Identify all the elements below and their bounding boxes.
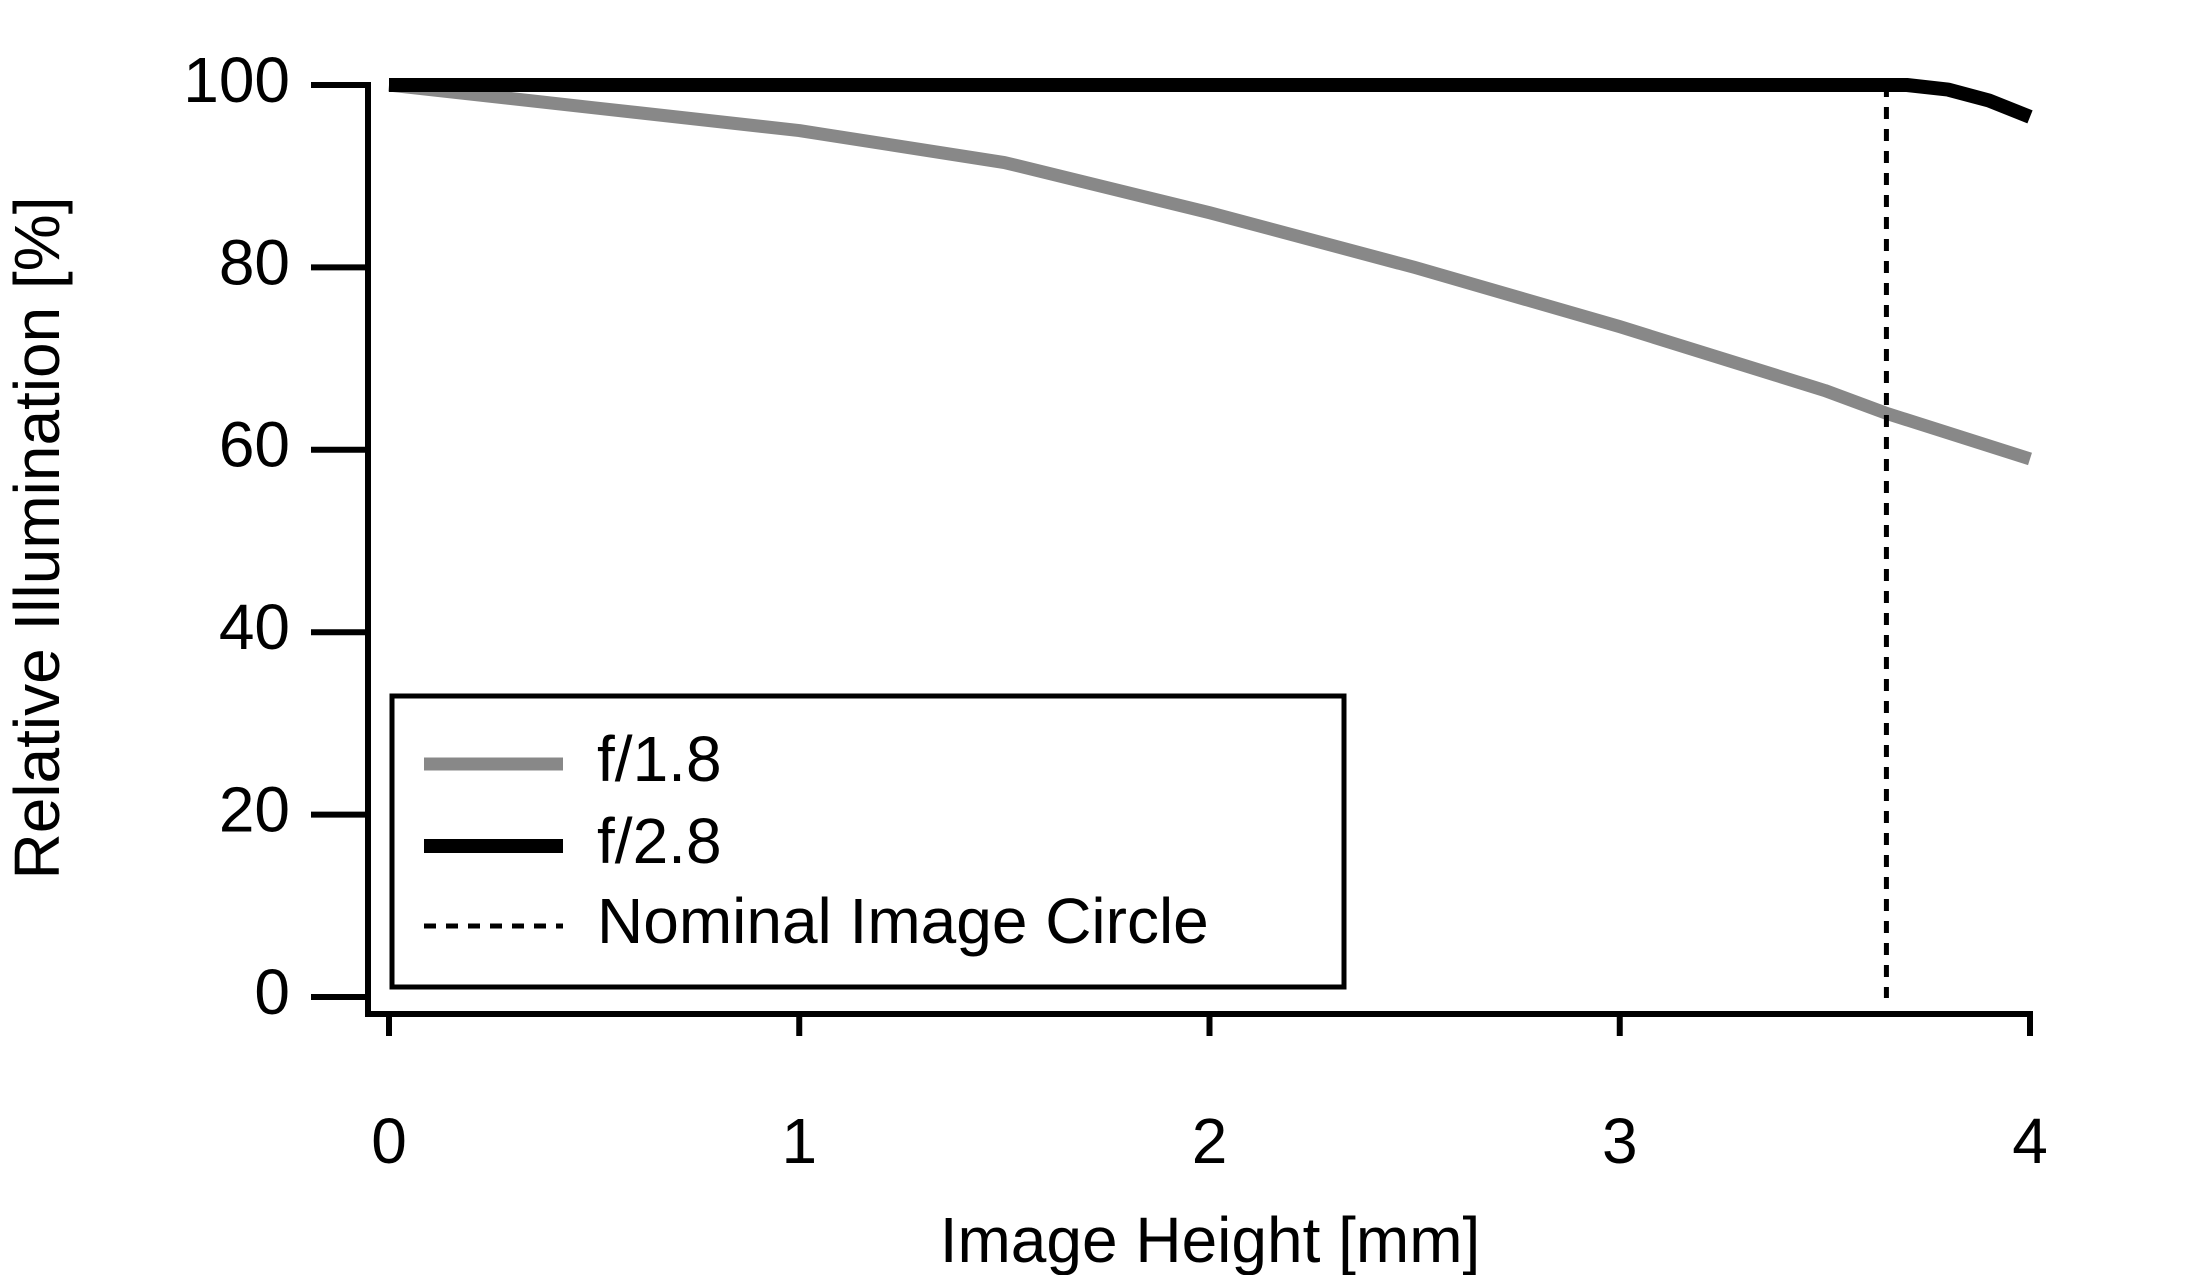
y-tick-label: 60 (219, 409, 290, 481)
y-tick-label: 20 (219, 774, 290, 846)
x-tick-label: 1 (781, 1105, 817, 1177)
y-tick-label: 0 (254, 956, 290, 1028)
y-tick-label: 100 (183, 44, 290, 116)
line-series (388, 78, 2032, 466)
y-axis-label: Relative Illumination [%] (1, 197, 73, 880)
legend-label: Nominal Image Circle (597, 885, 1209, 957)
x-tick-label: 2 (1192, 1105, 1228, 1177)
line-series (389, 78, 2033, 124)
y-tick-label: 80 (219, 226, 290, 298)
y-tick-label: 40 (219, 591, 290, 663)
x-tick-label: 4 (2012, 1105, 2048, 1177)
legend-label: f/2.8 (597, 805, 722, 877)
x-tick-label: 3 (1602, 1105, 1638, 1177)
legend-label: f/1.8 (597, 723, 722, 795)
x-axis-label: Image Height [mm] (940, 1204, 1481, 1275)
x-tick-label: 0 (371, 1105, 407, 1177)
